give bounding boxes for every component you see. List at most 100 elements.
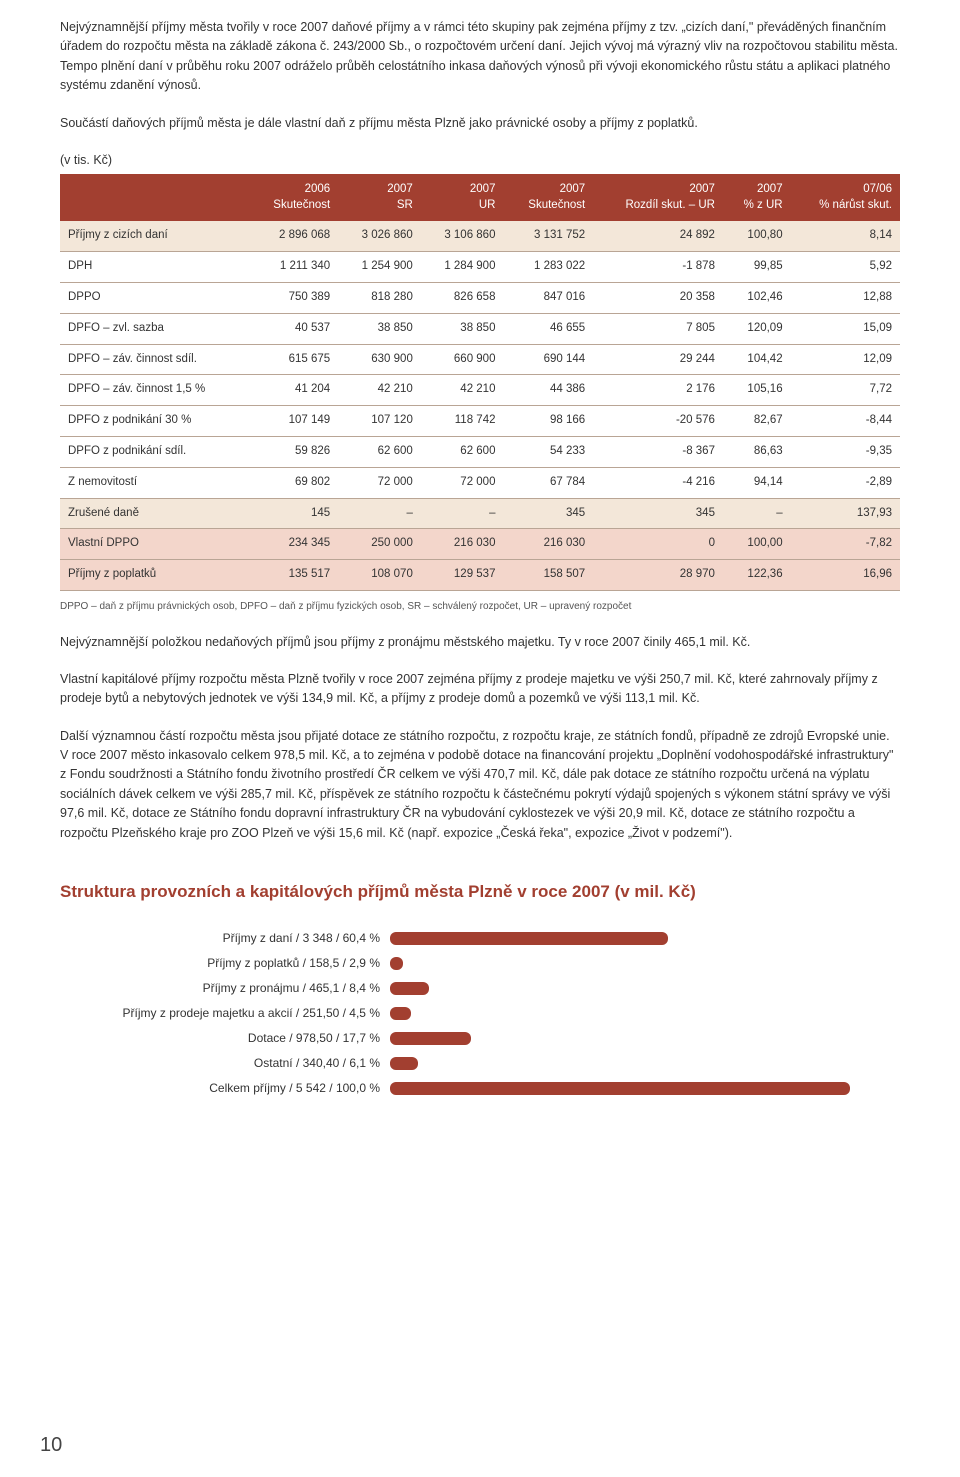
col-header: 2006Skutečnost <box>249 174 339 221</box>
bar-track <box>390 982 850 995</box>
cell-value: 104,42 <box>723 344 791 375</box>
cell-value: 42 210 <box>421 375 504 406</box>
cell-value: 59 826 <box>249 436 339 467</box>
chart-label: Celkem příjmy / 5 542 / 100,0 % <box>80 1079 380 1098</box>
cell-value: 62 600 <box>421 436 504 467</box>
table-unit: (v tis. Kč) <box>60 151 900 170</box>
tax-revenue-table: 2006Skutečnost2007SR2007UR2007Skutečnost… <box>60 174 900 591</box>
cell-value: 82,67 <box>723 406 791 437</box>
row-label: Příjmy z cizích daní <box>60 221 249 251</box>
chart-label: Příjmy z poplatků / 158,5 / 2,9 % <box>80 954 380 973</box>
cell-value: 38 850 <box>421 313 504 344</box>
cell-value: -9,35 <box>791 436 900 467</box>
cell-value: -4 216 <box>593 467 723 498</box>
cell-value: 818 280 <box>338 282 421 313</box>
cell-value: 94,14 <box>723 467 791 498</box>
cell-value: 122,36 <box>723 560 791 591</box>
cell-value: 20 358 <box>593 282 723 313</box>
table-body: Příjmy z cizích daní2 896 0683 026 8603 … <box>60 221 900 590</box>
income-structure-chart: Příjmy z daní / 3 348 / 60,4 % Příjmy z p… <box>80 929 900 1097</box>
bar-track <box>390 1007 850 1020</box>
cell-value: 3 106 860 <box>421 221 504 251</box>
table-row: Příjmy z cizích daní2 896 0683 026 8603 … <box>60 221 900 251</box>
cell-value: 118 742 <box>421 406 504 437</box>
chart-row: Příjmy z pronájmu / 465,1 / 8,4 % <box>80 979 900 997</box>
cell-value: 15,09 <box>791 313 900 344</box>
table-row: DPFO – záv. činnost 1,5 %41 20442 21042 … <box>60 375 900 406</box>
cell-value: 8,14 <box>791 221 900 251</box>
cell-value: 660 900 <box>421 344 504 375</box>
paragraph: Nejvýznamnější příjmy města tvořily v ro… <box>60 18 900 96</box>
cell-value: 72 000 <box>338 467 421 498</box>
row-label: DPPO <box>60 282 249 313</box>
bar-track <box>390 932 850 945</box>
paragraph: Nejvýznamnější položkou nedaňových příjm… <box>60 633 900 652</box>
chart-label: Dotace / 978,50 / 17,7 % <box>80 1029 380 1048</box>
table-row: DPFO – záv. činnost sdíl.615 675630 9006… <box>60 344 900 375</box>
row-label: DPFO – záv. činnost sdíl. <box>60 344 249 375</box>
bar <box>390 1007 411 1020</box>
cell-value: 1 254 900 <box>338 252 421 283</box>
cell-value: 1 211 340 <box>249 252 339 283</box>
cell-value: 99,85 <box>723 252 791 283</box>
cell-value: 46 655 <box>503 313 593 344</box>
table-row: DPH1 211 3401 254 9001 284 9001 283 022-… <box>60 252 900 283</box>
cell-value: 847 016 <box>503 282 593 313</box>
cell-value: 72 000 <box>421 467 504 498</box>
bar <box>390 1082 850 1095</box>
chart-row: Příjmy z poplatků / 158,5 / 2,9 % <box>80 954 900 972</box>
bar-track <box>390 1057 850 1070</box>
chart-row: Příjmy z prodeje majetku a akcií / 251,5… <box>80 1004 900 1022</box>
cell-value: 107 149 <box>249 406 339 437</box>
cell-value: 41 204 <box>249 375 339 406</box>
cell-value: 3 131 752 <box>503 221 593 251</box>
cell-value: – <box>723 498 791 529</box>
table-row: Vlastní DPPO234 345250 000216 030216 030… <box>60 529 900 560</box>
cell-value: -7,82 <box>791 529 900 560</box>
bar <box>390 982 429 995</box>
cell-value: 62 600 <box>338 436 421 467</box>
bar <box>390 957 403 970</box>
row-label: DPFO – zvl. sazba <box>60 313 249 344</box>
cell-value: 216 030 <box>421 529 504 560</box>
cell-value: 44 386 <box>503 375 593 406</box>
row-label: Vlastní DPPO <box>60 529 249 560</box>
cell-value: 630 900 <box>338 344 421 375</box>
bar <box>390 932 668 945</box>
cell-value: 129 537 <box>421 560 504 591</box>
cell-value: 28 970 <box>593 560 723 591</box>
chart-row: Dotace / 978,50 / 17,7 % <box>80 1029 900 1047</box>
cell-value: -20 576 <box>593 406 723 437</box>
chart-label: Ostatní / 340,40 / 6,1 % <box>80 1054 380 1073</box>
cell-value: 12,88 <box>791 282 900 313</box>
cell-value: -8 367 <box>593 436 723 467</box>
cell-value: 54 233 <box>503 436 593 467</box>
cell-value: 158 507 <box>503 560 593 591</box>
cell-value: 86,63 <box>723 436 791 467</box>
cell-value: 38 850 <box>338 313 421 344</box>
col-header: 07/06% nárůst skut. <box>791 174 900 221</box>
cell-value: 7,72 <box>791 375 900 406</box>
bar-track <box>390 1032 850 1045</box>
cell-value: 29 244 <box>593 344 723 375</box>
table-row: Příjmy z poplatků135 517108 070129 53715… <box>60 560 900 591</box>
row-label: Z nemovitostí <box>60 467 249 498</box>
chart-row: Příjmy z daní / 3 348 / 60,4 % <box>80 929 900 947</box>
cell-value: 750 389 <box>249 282 339 313</box>
cell-value: -1 878 <box>593 252 723 283</box>
cell-value: 24 892 <box>593 221 723 251</box>
cell-value: 826 658 <box>421 282 504 313</box>
bar <box>390 1057 418 1070</box>
cell-value: 216 030 <box>503 529 593 560</box>
cell-value: 345 <box>503 498 593 529</box>
cell-value: 145 <box>249 498 339 529</box>
cell-value: 234 345 <box>249 529 339 560</box>
cell-value: 102,46 <box>723 282 791 313</box>
chart-row: Celkem příjmy / 5 542 / 100,0 % <box>80 1079 900 1097</box>
table-row: DPFO – zvl. sazba40 53738 85038 85046 65… <box>60 313 900 344</box>
table-row: DPFO z podnikání 30 %107 149107 120118 7… <box>60 406 900 437</box>
row-label: DPH <box>60 252 249 283</box>
cell-value: -8,44 <box>791 406 900 437</box>
cell-value: 7 805 <box>593 313 723 344</box>
cell-value: 100,80 <box>723 221 791 251</box>
